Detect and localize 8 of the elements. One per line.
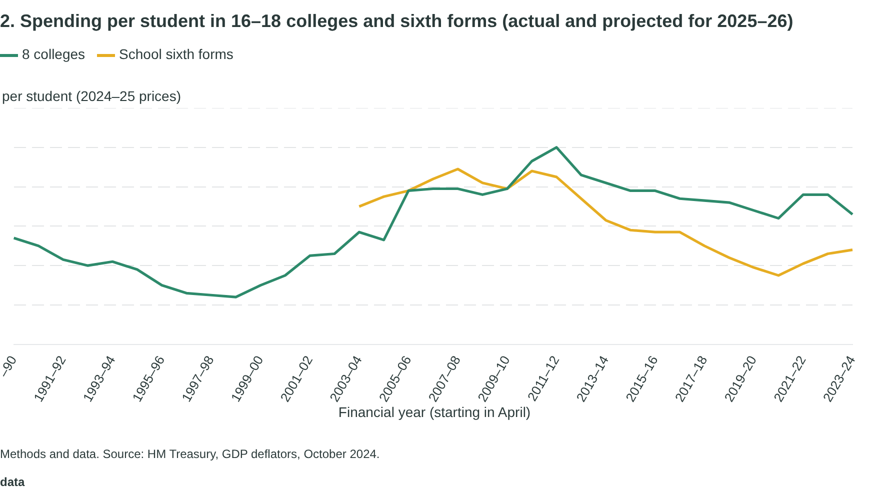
- x-tick-label: –90: [0, 353, 20, 380]
- y-axis-title: per student (2024–25 prices): [2, 88, 181, 104]
- legend-label: 8 colleges: [21, 46, 86, 62]
- chart-title: 2. Spending per student in 16–18 colleges and sixth forms (actual and projected for 2025–26): [0, 11, 794, 32]
- text: Methods and data. Source: HM Treasury, GDP deflators, October 2024.: [0, 447, 380, 461]
- legend-label: School sixth forms: [118, 46, 234, 62]
- x-axis-title: Financial year (starting in April): [337, 404, 532, 420]
- text: data: [0, 475, 26, 489]
